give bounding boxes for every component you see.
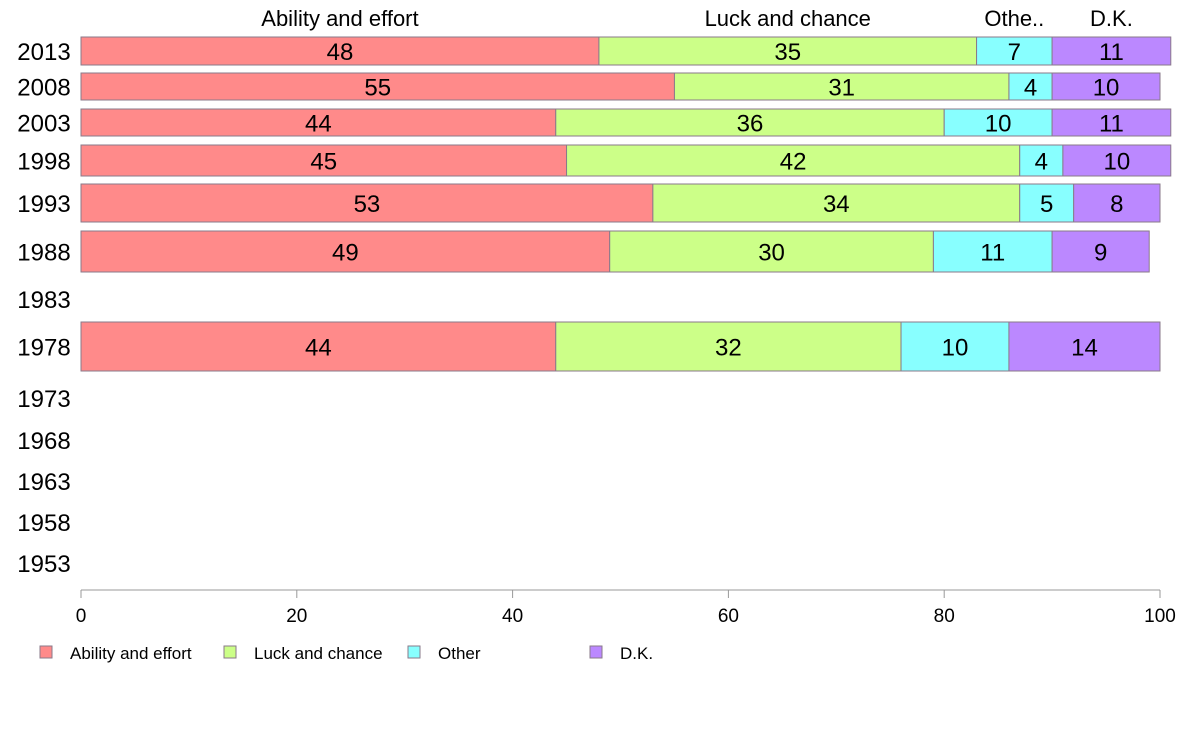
column-headers: Ability and effort Luck and chance Othe.. D… [261, 6, 1133, 31]
column-header-3: Othe.. [984, 6, 1044, 31]
data-label-2003-other: 10 [985, 111, 1012, 138]
bar-1993-luck-and-chance [652, 183, 1021, 223]
data-label-2003-ability-and-effort: 44 [305, 111, 332, 138]
x-tick-label-0: 0 [76, 606, 87, 627]
data-label-1993-luck-and-chance: 34 [823, 191, 850, 218]
legend-swatch-ability-and-effort [39, 645, 53, 659]
legend-label-d-k: D.K. [620, 644, 653, 663]
legend-swatch-d-k [589, 645, 603, 659]
legend-swatch-other [407, 645, 421, 659]
data-label-2008-d-k: 10 [1093, 75, 1120, 102]
bar-2013-other [976, 36, 1053, 66]
bar-1988-ability-and-effort [80, 230, 611, 273]
bar-1988-luck-and-chance [609, 230, 934, 273]
column-header-2: Luck and chance [705, 6, 871, 31]
data-label-1988-d-k: 9 [1094, 240, 1107, 267]
legend: Ability and effort Luck and chance Other D.… [39, 644, 653, 663]
data-label-2013-luck-and-chance: 35 [774, 39, 801, 66]
bar-1998-d-k [1062, 144, 1172, 177]
bar-1998-luck-and-chance [566, 144, 1021, 177]
year-label-1998: 1998 [17, 149, 70, 176]
data-label-2013-other: 7 [1008, 39, 1021, 66]
legend-label-ability-and-effort: Ability and effort [70, 644, 192, 663]
data-label-2013-ability-and-effort: 48 [327, 39, 354, 66]
year-label-2013: 2013 [17, 39, 70, 66]
column-header-4: D.K. [1090, 6, 1133, 31]
data-label-1988-luck-and-chance: 30 [758, 240, 785, 267]
year-label-2003: 2003 [17, 111, 70, 138]
x-tick-label-40: 40 [502, 606, 523, 627]
bar-1978-other [900, 321, 1010, 372]
bar-1998-ability-and-effort [80, 144, 568, 177]
year-label-1958: 1958 [17, 510, 70, 537]
bar-1993-other [1019, 183, 1075, 223]
bar-area: 48 35 7 11 55 31 4 10 44 36 10 11 45 42 4 10 53 34 5 8 49 30 1… [80, 36, 1172, 372]
data-label-1993-other: 5 [1040, 191, 1053, 218]
data-label-1978-ability-and-effort: 44 [305, 335, 332, 362]
data-label-1993-ability-and-effort: 53 [354, 191, 381, 218]
data-label-2003-d-k: 11 [1099, 111, 1124, 138]
bar-2008-d-k [1051, 72, 1161, 101]
data-label-2003-luck-and-chance: 36 [737, 111, 764, 138]
year-label-1993: 1993 [17, 191, 70, 218]
x-axis: 0 20 40 60 80 100 [76, 589, 1176, 627]
data-label-1978-d-k: 14 [1071, 335, 1098, 362]
bar-2008-luck-and-chance [673, 72, 1010, 101]
bar-2013-ability-and-effort [80, 36, 600, 66]
legend-label-other: Other [438, 644, 481, 663]
data-label-1978-luck-and-chance: 32 [715, 335, 742, 362]
legend-swatch-luck-and-chance [223, 645, 237, 659]
year-label-1953: 1953 [17, 551, 70, 578]
data-label-1998-luck-and-chance: 42 [780, 149, 807, 176]
year-label-1978: 1978 [17, 335, 70, 362]
year-label-1988: 1988 [17, 240, 70, 267]
bar-1988-d-k [1051, 230, 1150, 273]
data-label-1998-d-k: 10 [1103, 149, 1130, 176]
year-axis-labels: 2013 2008 2003 1998 1993 1988 1983 1978 1973 1968… [17, 39, 70, 578]
column-header-1: Ability and effort [261, 6, 418, 31]
x-tick-label-60: 60 [718, 606, 739, 627]
data-label-1978-other: 10 [942, 335, 969, 362]
bar-1978-d-k [1008, 321, 1161, 372]
year-label-1973: 1973 [17, 386, 70, 413]
year-label-2008: 2008 [17, 75, 70, 102]
bar-1988-other [932, 230, 1053, 273]
bar-2003-luck-and-chance [555, 108, 945, 137]
data-label-2008-luck-and-chance: 31 [828, 75, 855, 102]
data-label-1993-d-k: 8 [1110, 191, 1123, 218]
bar-2008-other [1008, 72, 1053, 101]
data-label-1998-ability-and-effort: 45 [310, 149, 337, 176]
x-tick-label-80: 80 [934, 606, 955, 627]
bar-1978-ability-and-effort [80, 321, 557, 372]
year-label-1983: 1983 [17, 287, 70, 314]
bar-2003-d-k [1051, 108, 1172, 137]
bar-1993-ability-and-effort [80, 183, 654, 223]
bar-2008-ability-and-effort [80, 72, 675, 101]
data-label-1988-other: 11 [980, 240, 1005, 267]
bar-2013-d-k [1051, 36, 1172, 66]
data-label-2008-ability-and-effort: 55 [364, 75, 391, 102]
data-label-1998-other: 4 [1035, 149, 1048, 176]
bar-1993-d-k [1073, 183, 1161, 223]
bar-2003-ability-and-effort [80, 108, 557, 137]
x-tick-label-100: 100 [1144, 606, 1176, 627]
legend-label-luck-and-chance: Luck and chance [254, 644, 383, 663]
x-tick-label-20: 20 [286, 606, 307, 627]
data-label-2008-other: 4 [1024, 75, 1037, 102]
data-label-2013-d-k: 11 [1099, 39, 1124, 66]
year-label-1968: 1968 [17, 428, 70, 455]
data-label-1988-ability-and-effort: 49 [332, 240, 359, 267]
bar-2013-luck-and-chance [598, 36, 978, 66]
year-label-1963: 1963 [17, 469, 70, 496]
